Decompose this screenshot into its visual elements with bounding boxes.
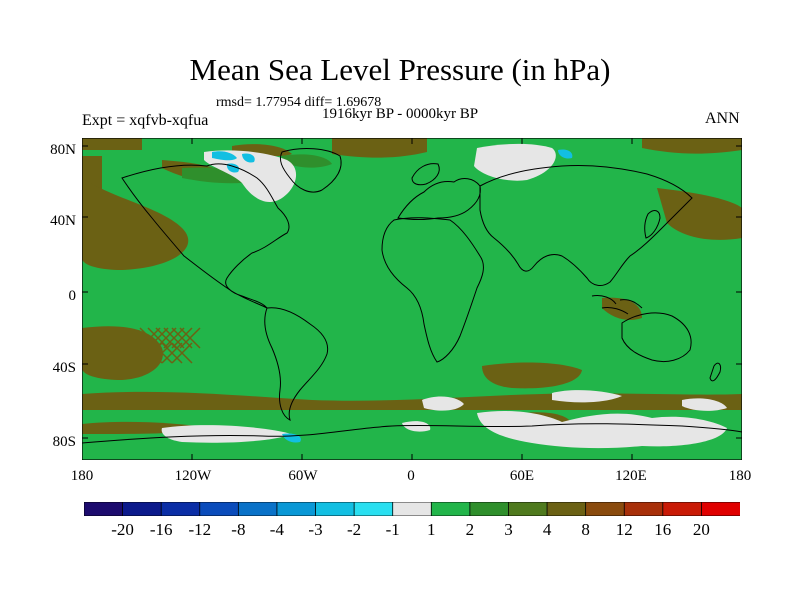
colorbar-tick-label: 2 [465,520,475,539]
colorbar-tick-label: -8 [231,520,246,539]
colorbar-tick-label: 16 [654,520,672,539]
lon-label-60e: 60E [509,468,535,484]
colorbar-tick-label: -3 [308,520,323,539]
colorbar-tick-label: 3 [504,520,513,539]
colorbar-tick-label: -2 [347,520,362,539]
time-period-label: 1916kyr BP - 0000kyr BP [322,106,479,122]
colorbar-box [430,502,471,516]
colorbar-box [199,502,240,516]
colorbar-tick-label: 4 [542,520,552,539]
colorbar-tick-label: 20 [692,520,710,539]
lat-label-80n: 80N [50,142,76,158]
colorbar-tick-label: 8 [581,520,590,539]
near-zero-regions [161,143,727,449]
colorbar-box [276,502,317,516]
colorbar-box [508,502,548,516]
rmsd-diff-stats: rmsd= 1.77954 diff= 1.69678 [216,95,382,110]
colorbar-tick-label: -20 [111,520,134,539]
colorbar-box [353,502,394,516]
colorbar-box [662,502,703,516]
colorbar-box [623,502,664,516]
pressure-difference-map [82,138,742,460]
map-background-field [82,138,742,460]
colorbar-box [160,502,201,516]
colorbar-tick-label: -1 [385,520,400,539]
colorbar [84,502,740,516]
lon-label-180e: 180 [728,468,752,484]
season-label: ANN [705,110,740,127]
hatched-region [139,327,201,364]
colorbar-box [585,502,626,516]
lon-label-180w: 180 [70,468,94,484]
colorbar-tick-label: 1 [427,520,436,539]
colorbar-box [315,502,356,516]
colorbar-box [392,502,433,516]
colorbar-box [84,502,124,516]
lat-label-0: 0 [68,288,77,304]
lon-label-60w: 60W [288,468,318,484]
colorbar-box [122,502,163,516]
lon-label-0: 0 [407,468,415,484]
lat-label-40n: 40N [50,213,76,229]
lon-label-120w: 120W [174,468,212,484]
colorbar-box [546,502,587,516]
lon-label-120e: 120E [615,468,647,484]
colorbar-tick-label: -4 [269,520,284,539]
lat-label-80s: 80S [52,434,76,450]
axis-ticks [82,138,742,460]
colorbar-tick-label: -12 [188,520,212,539]
colorbar-box [469,502,510,516]
colorbar-box [237,502,278,516]
lat-label-40s: 40S [52,360,76,376]
map-title: Mean Sea Level Pressure (in hPa) [189,52,611,87]
coastlines [82,148,742,444]
experiment-label: Expt = xqfvb-xqfua [82,112,209,129]
colorbar-tick-label: 12 [615,520,633,539]
colorbar-box [701,502,740,516]
colorbar-tick-label: -16 [149,520,173,539]
